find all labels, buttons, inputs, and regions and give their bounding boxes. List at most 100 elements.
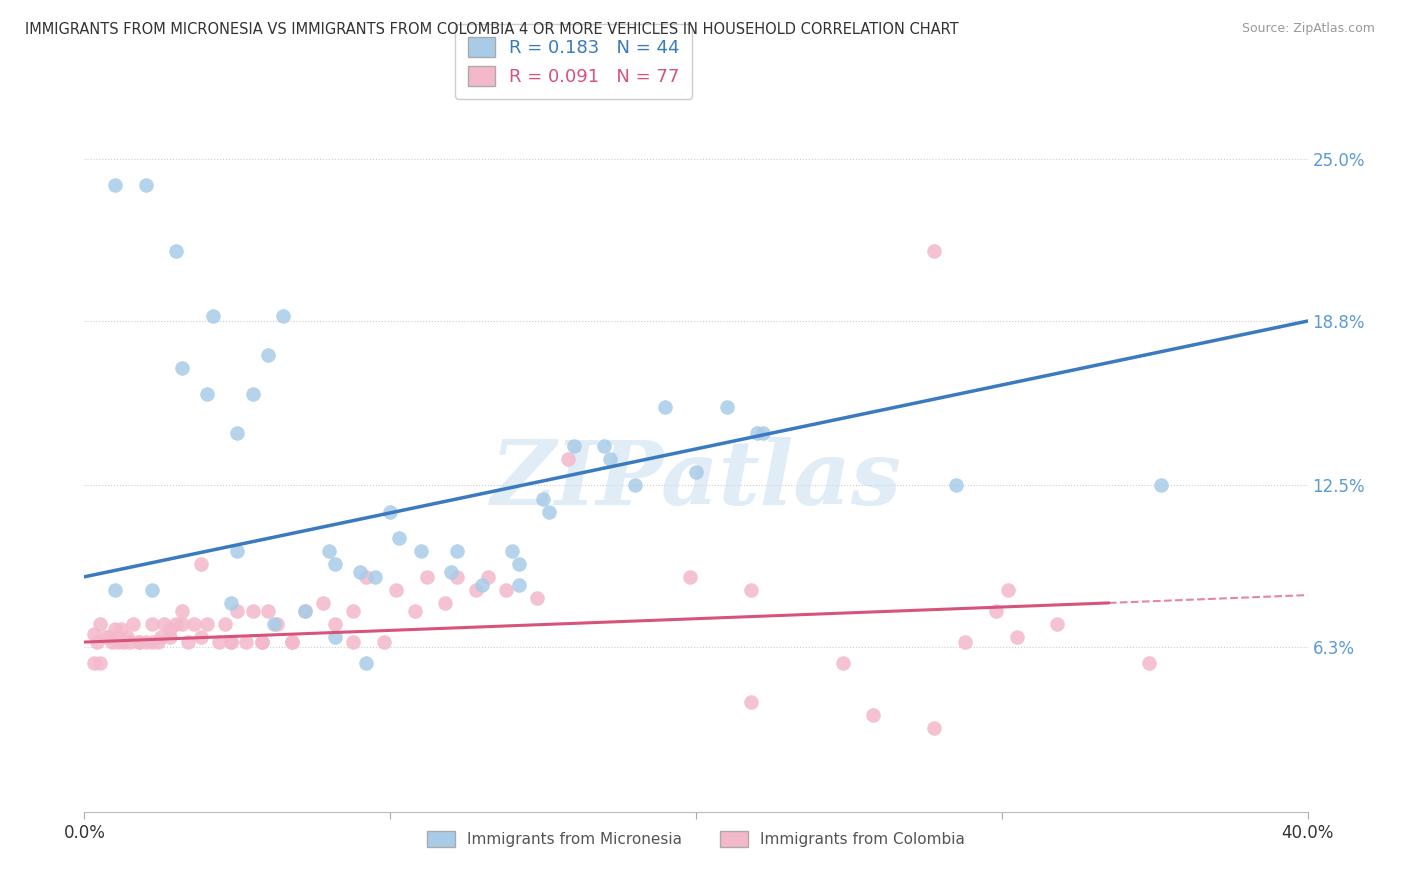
Point — [263, 616, 285, 631]
Point — [172, 361, 194, 376]
Point — [128, 635, 150, 649]
Point — [1005, 630, 1028, 644]
Point — [531, 491, 554, 506]
Point — [104, 582, 127, 597]
Point — [183, 616, 205, 631]
Point — [107, 635, 129, 649]
Point — [380, 505, 402, 519]
Point — [477, 570, 499, 584]
Point — [502, 543, 524, 558]
Point — [538, 505, 561, 519]
Point — [89, 616, 111, 631]
Point — [862, 708, 884, 723]
Text: IMMIGRANTS FROM MICRONESIA VS IMMIGRANTS FROM COLOMBIA 4 OR MORE VEHICLES IN HOU: IMMIGRANTS FROM MICRONESIA VS IMMIGRANTS… — [25, 22, 959, 37]
Point — [122, 616, 145, 631]
Point — [190, 557, 212, 571]
Point — [323, 557, 346, 571]
Point — [495, 582, 517, 597]
Point — [294, 604, 316, 618]
Point — [159, 622, 181, 636]
Point — [446, 543, 468, 558]
Point — [685, 466, 707, 480]
Point — [128, 635, 150, 649]
Point — [464, 582, 486, 597]
Point — [177, 635, 200, 649]
Point — [318, 543, 340, 558]
Point — [354, 656, 377, 670]
Point — [752, 426, 775, 441]
Point — [208, 635, 231, 649]
Point — [294, 604, 316, 618]
Point — [94, 630, 117, 644]
Point — [323, 630, 346, 644]
Point — [235, 635, 257, 649]
Point — [141, 582, 163, 597]
Point — [312, 596, 335, 610]
Point — [997, 582, 1019, 597]
Legend: Immigrants from Micronesia, Immigrants from Colombia: Immigrants from Micronesia, Immigrants f… — [422, 825, 970, 854]
Point — [624, 478, 647, 492]
Point — [471, 577, 494, 591]
Point — [271, 309, 294, 323]
Point — [104, 622, 127, 636]
Point — [388, 531, 411, 545]
Point — [831, 656, 853, 670]
Point — [115, 630, 138, 644]
Point — [195, 616, 218, 631]
Point — [446, 570, 468, 584]
Point — [195, 387, 218, 401]
Point — [416, 570, 439, 584]
Point — [342, 635, 364, 649]
Point — [250, 635, 273, 649]
Point — [257, 348, 280, 362]
Point — [440, 565, 463, 579]
Point — [740, 582, 762, 597]
Point — [250, 635, 273, 649]
Point — [1150, 478, 1173, 492]
Point — [281, 635, 304, 649]
Point — [226, 426, 249, 441]
Point — [924, 721, 946, 735]
Point — [716, 400, 738, 414]
Point — [141, 616, 163, 631]
Point — [404, 604, 426, 618]
Point — [104, 178, 127, 193]
Point — [101, 635, 124, 649]
Point — [526, 591, 548, 605]
Point — [364, 570, 387, 584]
Point — [214, 616, 236, 631]
Point — [83, 656, 105, 670]
Point — [323, 616, 346, 631]
Point — [226, 604, 249, 618]
Point — [385, 582, 408, 597]
Point — [654, 400, 676, 414]
Point — [557, 452, 579, 467]
Point — [172, 616, 194, 631]
Point — [679, 570, 702, 584]
Point — [257, 604, 280, 618]
Point — [135, 635, 157, 649]
Point — [120, 635, 142, 649]
Point — [984, 604, 1007, 618]
Point — [86, 635, 108, 649]
Point — [342, 604, 364, 618]
Point — [149, 630, 172, 644]
Point — [172, 604, 194, 618]
Point — [349, 565, 371, 579]
Point — [219, 635, 242, 649]
Point — [747, 426, 769, 441]
Point — [153, 616, 176, 631]
Point — [159, 630, 181, 644]
Point — [281, 635, 304, 649]
Text: Source: ZipAtlas.com: Source: ZipAtlas.com — [1241, 22, 1375, 36]
Point — [924, 244, 946, 258]
Point — [190, 630, 212, 644]
Point — [593, 439, 616, 453]
Point — [1046, 616, 1069, 631]
Point — [146, 635, 169, 649]
Point — [945, 478, 967, 492]
Point — [354, 570, 377, 584]
Point — [83, 627, 105, 641]
Point — [141, 635, 163, 649]
Point — [219, 596, 242, 610]
